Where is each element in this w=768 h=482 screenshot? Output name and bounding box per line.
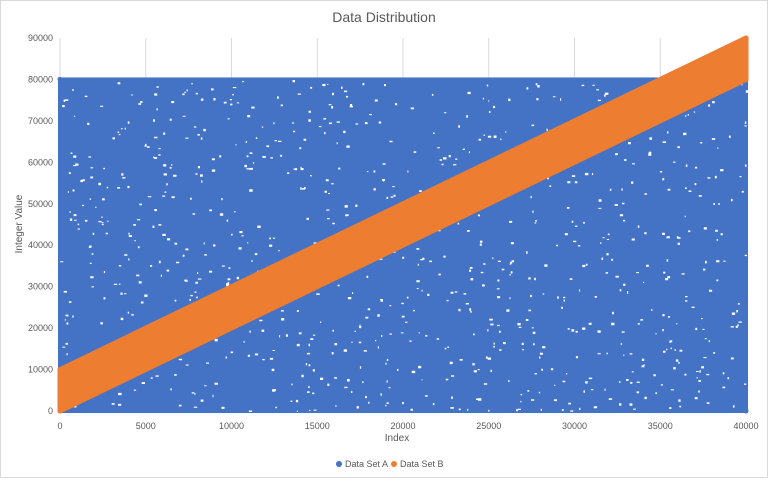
data-point-series-b [743,35,749,41]
legend: Data Set A Data Set B [336,459,444,469]
y-tick-label: 60000 [28,157,53,167]
y-tick-label: 20000 [28,323,53,333]
x-tick-label: 35000 [648,421,673,431]
plot-area [57,35,749,414]
y-tick-label: 0 [48,406,53,416]
data-point-series-a [57,76,63,82]
y-tick-label: 40000 [28,240,53,250]
y-tick-label: 30000 [28,282,53,292]
y-tick-label: 50000 [28,199,53,209]
x-tick-label: 15000 [305,421,330,431]
data-point-series-b [57,367,63,373]
data-point-series-b [400,242,406,248]
x-tick-label: 0 [57,421,62,431]
legend-marker-data-set-a [336,461,342,467]
axes: 0 5000 10000 15000 20000 25000 30000 35000 40000… [28,33,759,431]
x-axis-title: Index [385,433,409,444]
y-tick-label: 10000 [28,365,53,375]
y-tick-label: 90000 [28,33,53,43]
x-tick-label: 10000 [219,421,244,431]
x-tick-label: 40000 [733,421,758,431]
y-tick-label: 70000 [28,116,53,126]
data-point-series-b [743,76,749,82]
data-point-series-b [57,408,63,414]
data-point-series-a [743,408,749,414]
chart-title: Data Distribution [332,9,436,25]
legend-marker-data-set-b [391,461,397,467]
y-axis-title: Integer Value [14,194,25,253]
data-point-series-b [400,201,406,207]
x-tick-label: 20000 [390,421,415,431]
x-tick-label: 5000 [136,421,156,431]
y-tick-label: 80000 [28,74,53,84]
legend-label-data-set-b: Data Set B [400,459,444,469]
x-tick-label: 30000 [562,421,587,431]
x-tick-label: 25000 [476,421,501,431]
legend-label-data-set-a: Data Set A [345,459,388,469]
